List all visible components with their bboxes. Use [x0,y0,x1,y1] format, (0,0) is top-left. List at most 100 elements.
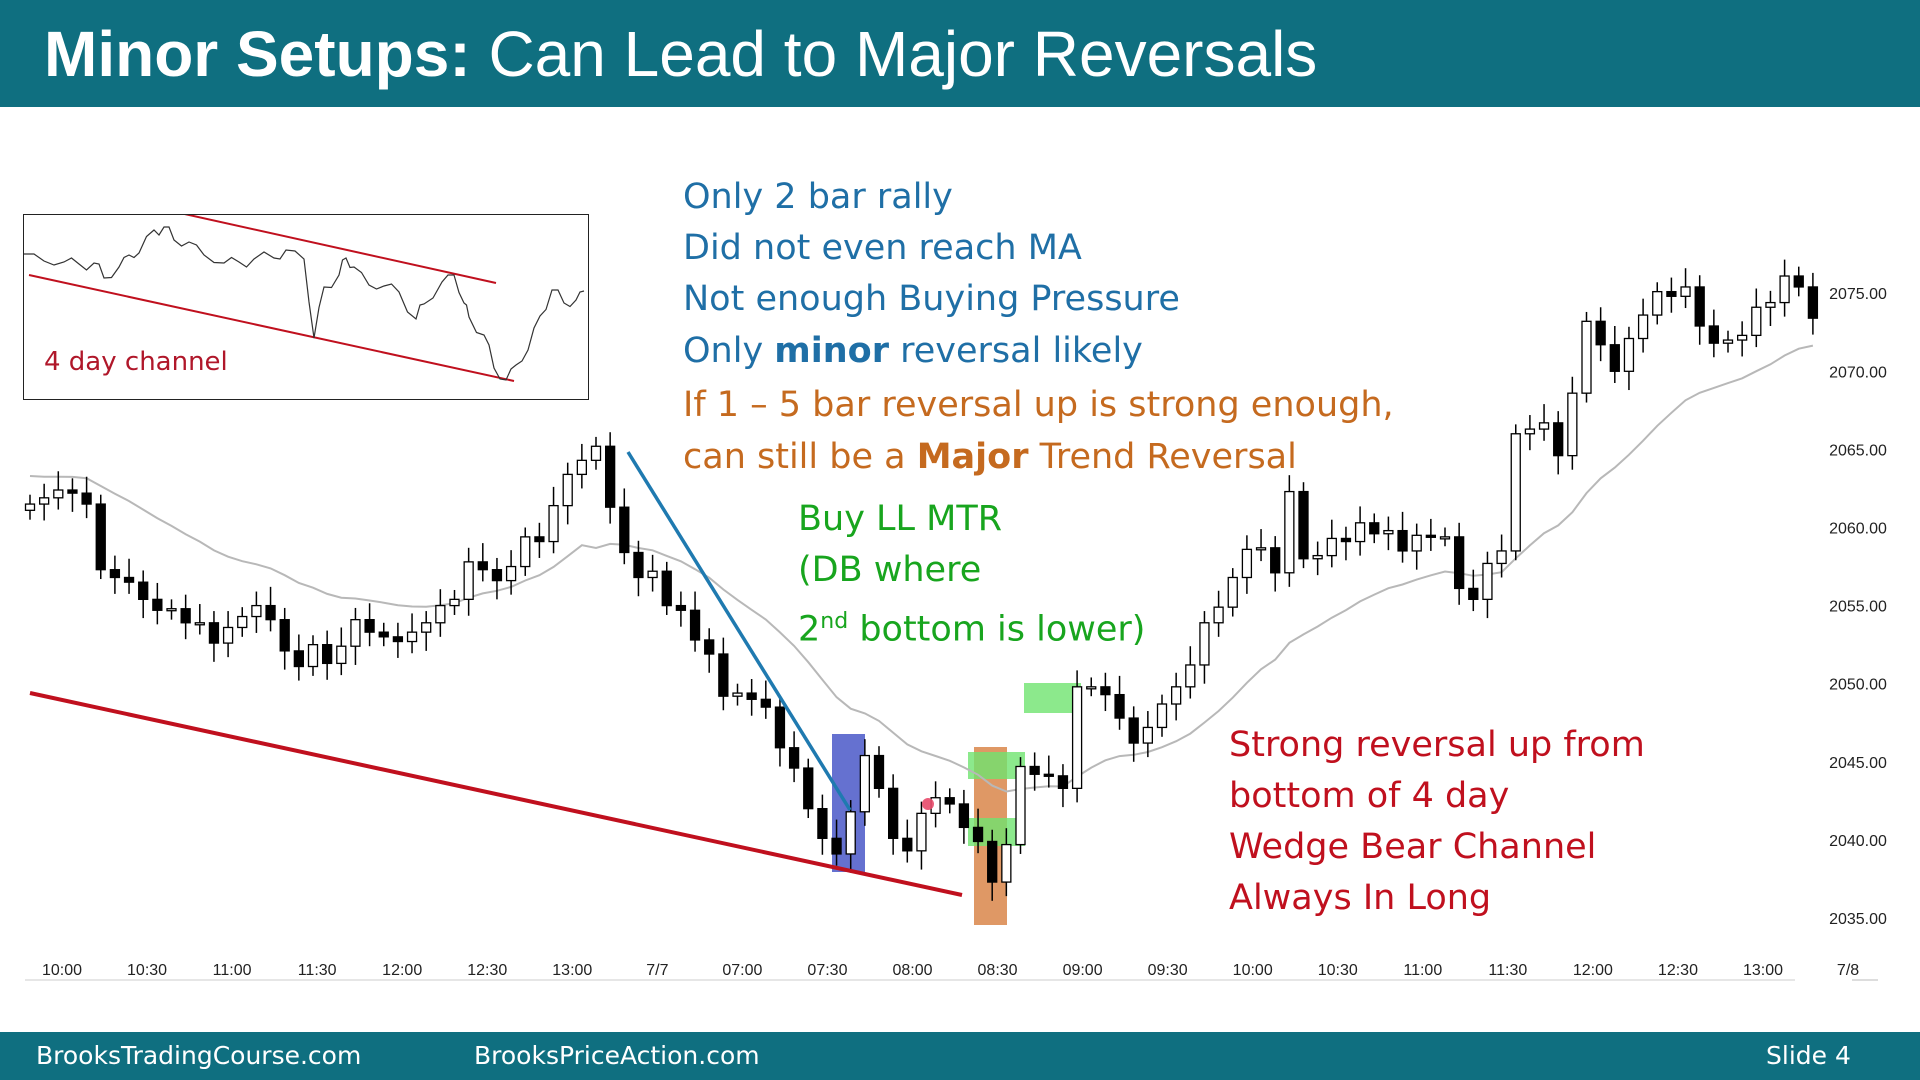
candle-bull [1284,490,1295,574]
footer-left-link[interactable]: BrooksTradingCourse.com [36,1041,362,1070]
candle-bull [1652,290,1663,316]
candle-bull [1071,686,1083,790]
candle-bull [406,631,418,643]
candle-bull [1439,536,1451,540]
candle-bear [81,492,92,505]
x-tick-label: 10:00 [1233,962,1273,979]
x-tick-label: 07:30 [807,962,847,979]
x-tick-label: 12:30 [467,962,507,979]
candle-bull [1255,547,1267,551]
candle-bear [1057,775,1069,790]
note-red-4: Always In Long [1229,878,1492,918]
candle-bear [477,561,488,571]
note-blue-4: Only minor reversal likely [683,326,1143,377]
candle-bull [1383,529,1394,535]
candle-bull [1524,428,1536,435]
candle-bear [1807,286,1819,319]
candle-bull [1737,334,1748,341]
candle-bull [24,503,36,511]
candle-bull [237,615,248,629]
candle-bear [95,503,106,571]
footer-bar: BrooksTradingCourse.com BrooksPriceActio… [0,1032,1920,1080]
note-green-1: Buy LL MTR [798,499,1003,539]
candle-bear [675,604,687,611]
candle-bull [732,692,743,697]
candle-bull [590,445,602,461]
y-axis: 2035.00 2040.00 2045.00 2050.00 2055.00 2060.… [1829,286,1887,928]
candle-bear [718,653,729,697]
note-orange-2-post: Trend Reversal [1028,437,1297,477]
candle-bull [576,459,587,476]
candle-bull [1001,843,1012,883]
candle-bear [123,576,135,583]
x-tick-label: 13:00 [552,962,592,979]
note-orange-2-pre: can still be a [683,437,917,477]
candle-bear [67,489,78,494]
x-tick-label: 09:30 [1148,962,1188,979]
x-tick-label: 12:00 [1573,962,1613,979]
note-red-3: Wedge Bear Channel [1229,827,1597,867]
candle-bear [1043,773,1054,777]
x-tick-label: 10:30 [1318,962,1358,979]
candle-bull [39,497,50,505]
candle-bull [463,561,474,601]
x-tick-label: 7/8 [1837,962,1859,979]
candle-bear [152,598,163,611]
candle-bull [1015,765,1026,846]
candle-bear [1029,765,1040,775]
candle-bull [336,645,347,665]
inset-top-line [184,215,497,284]
candle-bear [534,536,545,543]
candle-bear [265,604,276,621]
candle-bear [788,747,800,769]
candle-bull [1751,306,1762,337]
x-tick-label: 12:00 [382,962,422,979]
candle-bear [760,698,771,708]
candle-bear [774,706,786,749]
candle-bear [1609,344,1620,372]
y-tick-label: 2040.00 [1829,833,1887,850]
note-blue-2: Did not even reach MA [683,228,1082,268]
slide-number: Slide 4 [1766,1041,1851,1070]
candle-bull [520,536,531,568]
candle-bull [1581,320,1592,394]
x-tick-label: 10:30 [127,962,167,979]
x-tick-label: 13:00 [1743,962,1783,979]
candle-bull [1538,422,1550,430]
candle-bear [746,692,757,700]
candle-bull [1482,562,1493,601]
bear-channel-line [29,691,963,897]
x-tick-label: 09:00 [1063,962,1103,979]
note-green-3-rest: bottom is lower) [848,609,1146,650]
marker-dot [922,798,934,810]
inset-chart: 4 day channel [23,214,589,400]
candle-bull [859,754,870,813]
note-red-1: Strong reversal up from [1229,725,1645,765]
note-orange-1: If 1 – 5 bar reversal up is strong enoug… [683,385,1394,425]
trend-lines [29,451,963,897]
footer-center-link[interactable]: BrooksPriceAction.com [474,1041,760,1070]
candle-bear [831,837,842,855]
candle-bull [222,626,234,644]
candle-bear [1595,320,1606,346]
candle-bull [1637,314,1649,340]
note-green-2: (DB where [798,550,982,590]
candle-bear [1114,693,1125,719]
candle-bull [307,644,319,668]
note-orange-2-bold: Major [916,437,1029,477]
candle-bull [1326,537,1337,557]
candle-bear [1298,490,1309,560]
inset-price-line [24,215,585,382]
candle-bull [1510,433,1521,552]
candle-bull [1171,686,1182,705]
note-green-3-sup: nd [820,609,849,634]
candle-bear [1397,529,1408,552]
candle-bear [661,570,672,607]
candle-bear [1100,686,1111,696]
candle-bull [421,622,432,633]
candle-bull [916,812,927,852]
candle-bear [1553,422,1564,457]
candle-bear [873,754,885,790]
y-tick-label: 2045.00 [1829,755,1887,772]
candle-bull [166,608,177,612]
